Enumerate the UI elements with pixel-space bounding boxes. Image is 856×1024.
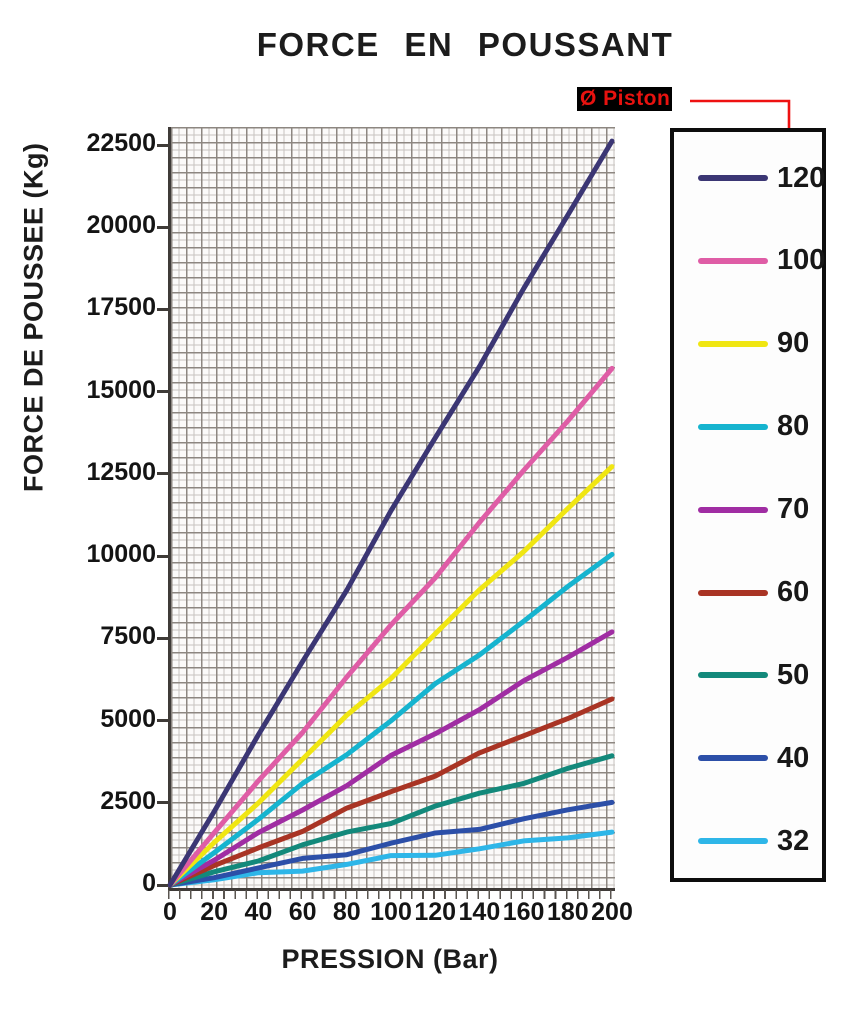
legend-item-70: 70 <box>674 493 822 527</box>
y-tick-mark <box>157 225 168 229</box>
y-tick-mark <box>157 636 168 640</box>
y-tick-mark <box>157 719 168 723</box>
legend-swatch <box>698 755 768 762</box>
legend-label: 60 <box>777 576 810 608</box>
chart-title: FORCE EN POUSSANT <box>256 26 674 63</box>
series-line-60 <box>167 696 615 888</box>
legend-label: 40 <box>777 741 810 774</box>
legend-label: 90 <box>777 327 810 360</box>
legend-label: 100 <box>777 244 826 277</box>
piston-annotation-highlight <box>577 87 672 111</box>
y-tick-mark <box>157 554 168 558</box>
legend-swatch <box>698 423 768 430</box>
x-tick-label: 120 <box>414 898 457 926</box>
legend-label: 120 <box>777 161 826 194</box>
series-line-120 <box>167 138 615 888</box>
legend-swatch <box>698 672 768 679</box>
y-tick-mark <box>157 143 168 147</box>
x-tick-label: 140 <box>458 898 501 926</box>
y-tick-label: 12500 <box>86 457 156 486</box>
y-tick-mark <box>157 307 168 311</box>
y-tick-label: 2500 <box>100 786 156 815</box>
y-tick-label: 0 <box>142 869 156 897</box>
legend-label: 70 <box>777 493 810 526</box>
legend-swatch <box>698 589 768 596</box>
y-tick-label: 22500 <box>86 129 156 157</box>
legend-swatch <box>698 257 768 264</box>
x-tick-label: 80 <box>332 898 361 926</box>
x-tick-label: 40 <box>244 898 273 926</box>
series-line-70 <box>167 629 615 888</box>
series-line-50 <box>167 753 615 888</box>
y-tick-mark <box>157 883 168 887</box>
legend-item-32: 32 <box>674 824 822 858</box>
x-tick-label: 180 <box>546 898 589 926</box>
legend-item-50: 50 <box>674 658 822 692</box>
y-tick-label: 20000 <box>86 211 156 240</box>
x-tick-label: 20 <box>200 898 229 926</box>
x-tick-label: 0 <box>163 898 177 926</box>
legend-swatch <box>698 838 768 845</box>
legend-swatch <box>698 340 768 347</box>
x-tick-label: 100 <box>370 898 412 926</box>
series-line-32 <box>167 829 615 888</box>
y-tick-mark <box>157 390 168 394</box>
legend-swatch <box>698 506 768 513</box>
legend-item-120: 120 <box>674 161 826 195</box>
piston-annotation-label: Ø Piston <box>580 87 671 110</box>
legend-item-100: 100 <box>674 244 826 278</box>
x-tick-label: 160 <box>502 898 545 926</box>
x-tick-label: 200 <box>591 898 633 926</box>
y-tick-label: 17500 <box>86 293 156 322</box>
y-tick-mark <box>157 801 168 805</box>
legend-item-60: 60 <box>674 576 822 610</box>
y-tick-label: 10000 <box>86 540 156 569</box>
y-tick-mark <box>157 472 168 476</box>
x-axis-minor-ticks <box>168 890 615 899</box>
x-axis-title: PRESSION (Bar) <box>281 944 499 974</box>
series-line-40 <box>167 799 615 888</box>
legend-item-90: 90 <box>674 327 822 361</box>
legend-box: 120 100 90 80 70 60 50 40 32 <box>670 128 826 882</box>
series-line-90 <box>167 464 615 888</box>
legend-item-80: 80 <box>674 410 822 444</box>
legend-item-40: 40 <box>674 741 822 775</box>
series-line-100 <box>167 365 615 888</box>
legend-label: 80 <box>777 410 810 443</box>
y-tick-label: 5000 <box>100 704 156 733</box>
y-tick-label: 15000 <box>86 375 156 404</box>
series-line-80 <box>167 551 615 888</box>
legend-label: 32 <box>777 824 810 857</box>
legend-label: 50 <box>777 658 810 691</box>
legend-swatch <box>698 175 768 181</box>
series-lines <box>167 138 615 888</box>
y-tick-label: 7500 <box>100 622 156 651</box>
x-tick-label: 60 <box>288 898 317 926</box>
